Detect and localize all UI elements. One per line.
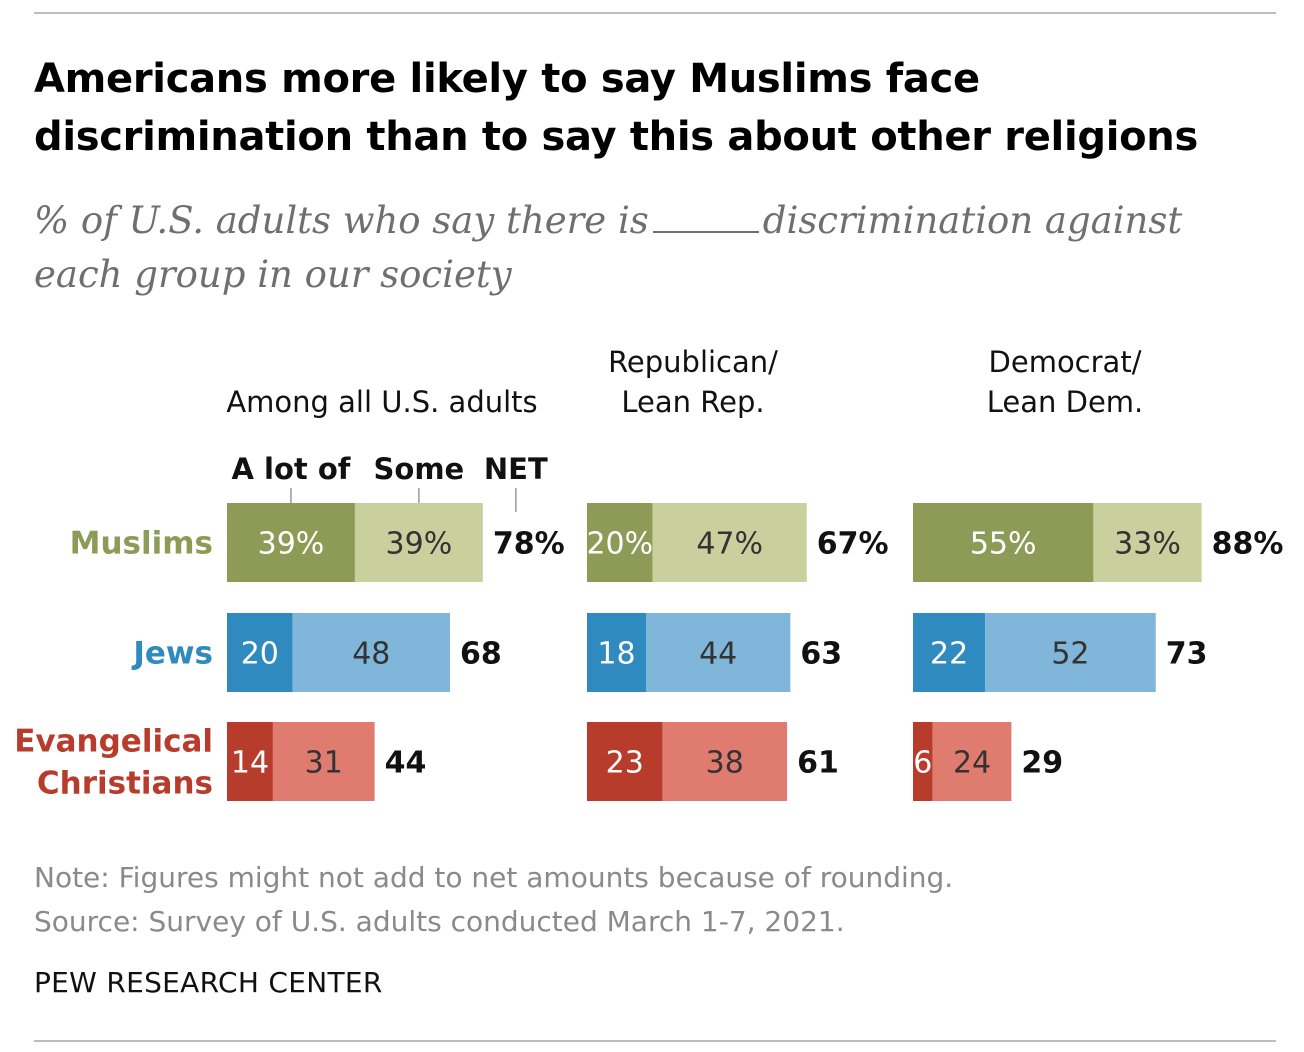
data-label-a-lot: 23: [606, 746, 644, 781]
data-label-a-lot: 18: [597, 637, 635, 672]
legend-a-lot: A lot of: [232, 452, 351, 486]
data-label-a-lot: 55%: [970, 527, 1037, 562]
data-label-net: 61: [797, 746, 839, 781]
panel-header: Republican/: [608, 345, 778, 379]
data-label-net: 88%: [1212, 527, 1284, 562]
row-label: Christians: [37, 766, 213, 802]
bar-a-lot: [913, 613, 986, 692]
bar-some: [1093, 503, 1202, 582]
data-label-net: 29: [1021, 746, 1063, 781]
bar-a-lot: [587, 503, 653, 582]
data-label-net: 73: [1166, 637, 1208, 672]
bar-a-lot: [913, 722, 933, 801]
chart-source: Source: Survey of U.S. adults conducted …: [34, 905, 845, 938]
data-label-a-lot: 39%: [258, 527, 325, 562]
data-label-some: 31: [305, 746, 343, 781]
subtitle-start: % of U.S. adults who say there is: [34, 199, 649, 242]
data-label-net: 44: [385, 746, 427, 781]
data-label-some: 24: [953, 746, 991, 781]
bar-a-lot: [227, 503, 355, 582]
panel-header: Among all U.S. adults: [226, 385, 537, 419]
data-label-some: 48: [352, 637, 390, 672]
bar-a-lot: [913, 503, 1094, 582]
data-label-net: 67%: [817, 527, 889, 562]
bar-some: [652, 503, 807, 582]
data-label-net: 63: [800, 637, 842, 672]
panel-header: Lean Dem.: [987, 385, 1144, 419]
subtitle-end: discrimination against each group in our…: [34, 199, 1183, 296]
data-label-net: 78%: [493, 527, 565, 562]
data-label-some: 33%: [1114, 527, 1181, 562]
data-label-some: 47%: [696, 527, 763, 562]
data-label-a-lot: 20%: [586, 527, 653, 562]
bar-some: [272, 722, 375, 801]
data-label-a-lot: 6: [913, 746, 932, 781]
legend-net: NET: [484, 452, 548, 486]
bar-a-lot: [587, 722, 663, 801]
bar-a-lot: [227, 613, 293, 692]
bar-some: [932, 722, 1012, 801]
bar-some: [985, 613, 1156, 692]
brand-name: PEW RESEARCH CENTER: [34, 966, 383, 999]
data-label-some: 52: [1051, 637, 1089, 672]
data-label-some: 39%: [386, 527, 453, 562]
bar-some: [292, 613, 451, 692]
legend-some: Some: [374, 452, 465, 486]
data-label-a-lot: 20: [241, 637, 279, 672]
chart-title: Americans more likely to say Muslims fac…: [34, 56, 1198, 160]
subtitle-blank: [652, 201, 759, 233]
data-label-a-lot: 22: [930, 637, 968, 672]
bottom-rule: [34, 1040, 1276, 1042]
panel-header: Lean Rep.: [621, 385, 764, 419]
top-rule: [34, 12, 1276, 14]
data-label-a-lot: 14: [231, 746, 269, 781]
data-label-some: 38: [706, 746, 744, 781]
panel-header: Democrat/: [989, 345, 1142, 379]
data-label-net: 68: [460, 637, 502, 672]
chart-subtitle: % of U.S. adults who say there is discrim…: [34, 194, 1274, 302]
row-label: Jews: [131, 636, 213, 672]
row-label: Muslims: [70, 526, 213, 562]
chart-note: Note: Figures might not add to net amoun…: [34, 861, 954, 894]
bar-some: [646, 613, 791, 692]
bar-a-lot: [227, 722, 273, 801]
bar-some: [662, 722, 788, 801]
bar-some: [354, 503, 483, 582]
stacked-bar-chart: Among all U.S. adults Republican/Lean Rep…: [14, 345, 1284, 802]
bar-a-lot: [587, 613, 647, 692]
data-label-some: 44: [699, 637, 737, 672]
row-label: Evangelical: [14, 724, 213, 760]
